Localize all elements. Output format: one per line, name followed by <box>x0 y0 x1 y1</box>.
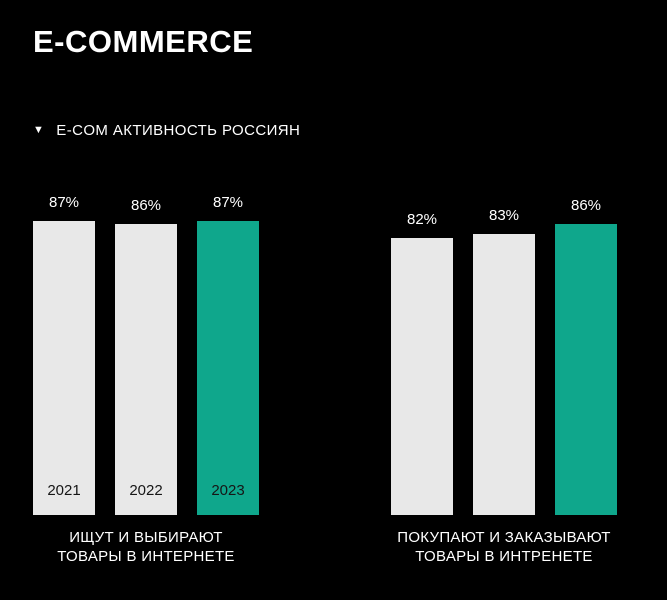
bar-value-label: 86% <box>570 197 602 214</box>
bar-value-label: 86% <box>130 197 162 214</box>
bar-value-label: 82% <box>406 211 438 228</box>
bar-year-label: 2021 <box>47 482 81 499</box>
bar-column: 87% 2021 <box>33 194 95 515</box>
bar-year-label: 2022 <box>129 482 163 499</box>
bar: 2023 <box>197 221 259 515</box>
bar-row: 82% 83% 86% <box>391 197 617 515</box>
page-title: E-COMMERCE <box>33 24 254 59</box>
group-caption-line: ИЩУТ И ВЫБИРАЮТ <box>69 529 223 546</box>
bar-row: 87% 2021 86% 2022 87% 2023 <box>33 194 259 515</box>
bar-column: 83% <box>473 207 535 515</box>
group-caption: ИЩУТ И ВЫБИРАЮТ ТОВАРЫ В ИНТЕРНЕТЕ <box>57 528 234 566</box>
group-caption-line: ПОКУПАЮТ И ЗАКАЗЫВАЮТ <box>397 529 611 546</box>
bar-column: 86% <box>555 197 617 515</box>
group-caption-line: ТОВАРЫ В ИНТРЕНЕТЕ <box>415 548 593 565</box>
chart-subtitle: ▼ E-COM АКТИВНОСТЬ РОССИЯН <box>33 122 617 139</box>
bar: 2022 <box>115 224 177 515</box>
bar: 2021 <box>33 221 95 515</box>
bar-chart: 87% 2021 86% 2022 87% 2023 ИЩУТ И ВЫБИРАЮТ ТОВА… <box>33 194 617 566</box>
bar <box>391 238 453 515</box>
group-caption-line: ТОВАРЫ В ИНТЕРНЕТЕ <box>57 548 235 565</box>
bar-year-label: 2023 <box>211 482 245 499</box>
bar-group: 82% 83% 86% ПОКУПАЮТ И ЗАКАЗЫВАЮТ ТОВАРЫ В И… <box>391 197 617 566</box>
bar-column: 82% <box>391 211 453 515</box>
bar-group: 87% 2021 86% 2022 87% 2023 ИЩУТ И ВЫБИРАЮТ ТОВА… <box>33 194 259 566</box>
bar <box>473 234 535 515</box>
group-caption: ПОКУПАЮТ И ЗАКАЗЫВАЮТ ТОВАРЫ В ИНТРЕНЕТЕ <box>397 528 611 566</box>
bar-column: 87% 2023 <box>197 194 259 515</box>
bar-column: 86% 2022 <box>115 197 177 515</box>
bar-value-label: 83% <box>488 207 520 224</box>
bar-value-label: 87% <box>48 194 80 211</box>
bar-value-label: 87% <box>212 194 244 211</box>
triangle-marker-icon: ▼ <box>33 124 45 136</box>
bar <box>555 224 617 515</box>
chart-subtitle-label: E-COM АКТИВНОСТЬ РОССИЯН <box>56 122 301 139</box>
